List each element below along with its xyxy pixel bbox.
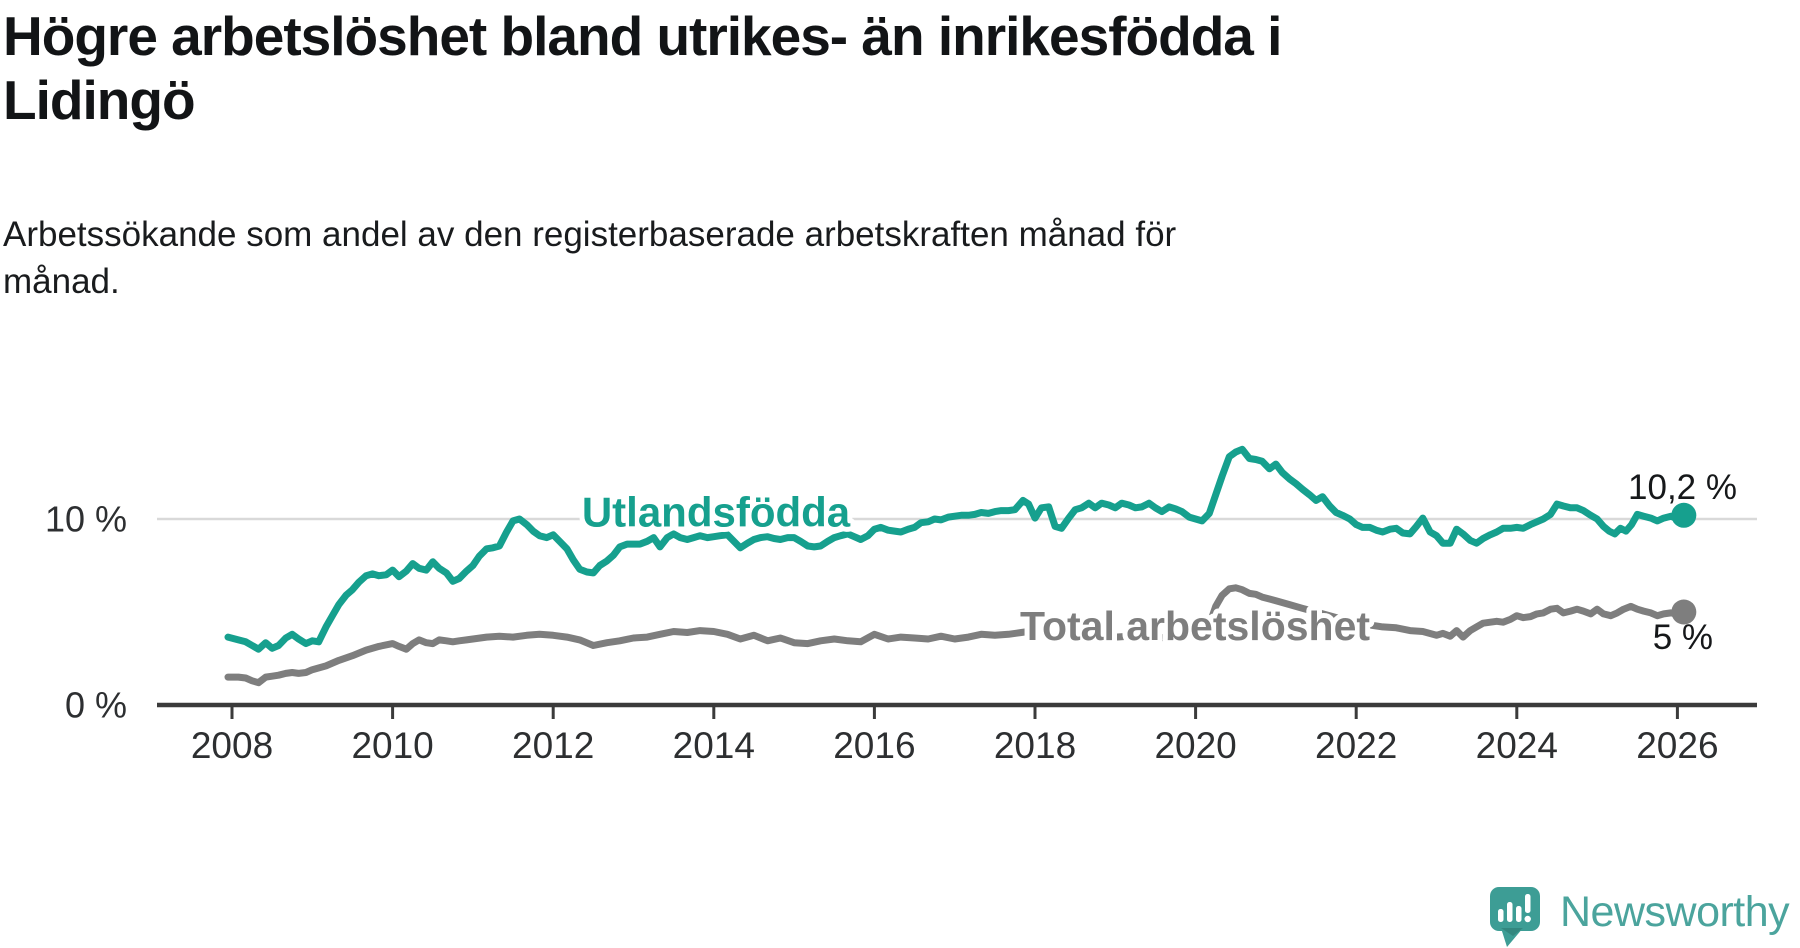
series-label-utlandsfodda: Utlandsfödda bbox=[582, 489, 851, 536]
chart-subtitle: Arbetssökande som andel av den registerb… bbox=[3, 211, 1176, 305]
page-title-line-2: Lidingö bbox=[3, 69, 196, 131]
x-tick-label-2026: 2026 bbox=[1636, 725, 1718, 766]
x-tick-label-2022: 2022 bbox=[1315, 725, 1397, 766]
y-tick-label-0-pct: 0 % bbox=[65, 685, 127, 726]
utlandsfodda-line bbox=[224, 445, 1688, 653]
chart-subtitle-line-1: Arbetssökande som andel av den registerb… bbox=[3, 215, 1177, 254]
newsworthy-logo: Newsworthy bbox=[1489, 886, 1790, 948]
total-arbetsloshet-line bbox=[224, 584, 1688, 687]
end-label-utlandsfodda: 10,2 % bbox=[1628, 468, 1737, 507]
end-label-total: 5 % bbox=[1653, 618, 1713, 657]
y-tick-label-10-pct: 10 % bbox=[45, 499, 127, 540]
x-tick-label-2020: 2020 bbox=[1154, 725, 1236, 766]
newsworthy-logo-text: Newsworthy bbox=[1560, 888, 1790, 936]
logo-bar-1 bbox=[1498, 909, 1504, 922]
logo-bar-3 bbox=[1516, 906, 1522, 922]
page-title-line-1: Högre arbetslöshet bland utrikes- än inr… bbox=[3, 5, 1282, 67]
x-tick-label-2008: 2008 bbox=[191, 725, 273, 766]
utlandsfodda-end-dot bbox=[1671, 502, 1697, 528]
x-tick-label-2016: 2016 bbox=[833, 725, 915, 766]
newsworthy-logo-icon bbox=[1490, 887, 1540, 947]
x-tick-label-2010: 2010 bbox=[351, 725, 433, 766]
page-title: Högre arbetslöshet bland utrikes- än inr… bbox=[3, 4, 1282, 132]
logo-bar-2 bbox=[1507, 902, 1513, 922]
x-tick-label-2012: 2012 bbox=[512, 725, 594, 766]
total-end-dot bbox=[1671, 599, 1697, 625]
x-tick-label-2024: 2024 bbox=[1476, 725, 1558, 766]
chart-subtitle-line-2: månad. bbox=[3, 262, 120, 301]
logo-exclamation-dot bbox=[1524, 915, 1531, 923]
series-label-total-arbetsloshet: Total arbetslöshet bbox=[1020, 603, 1370, 649]
logo-exclamation-bar bbox=[1525, 894, 1531, 913]
x-tick-label-2014: 2014 bbox=[673, 725, 755, 766]
x-tick-label-2018: 2018 bbox=[994, 725, 1076, 766]
